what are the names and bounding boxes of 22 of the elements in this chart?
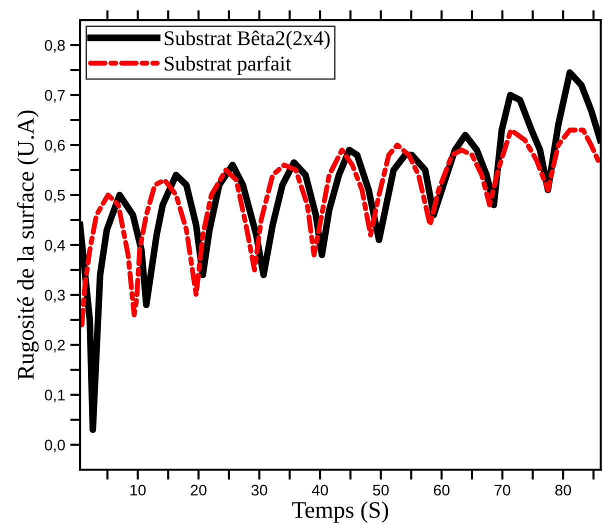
x-tick-label: 50 <box>372 484 389 496</box>
y-tick-label: 0,7 <box>44 90 65 103</box>
y-tick-label: 0,5 <box>44 190 65 202</box>
y-tick-label: 0,1 <box>44 390 65 402</box>
x-tick-label: 80 <box>555 484 572 496</box>
y-tick-label: 0,3 <box>44 290 65 302</box>
x-tick-label: 20 <box>190 484 206 496</box>
y-tick-label: 0,6 <box>44 140 65 152</box>
y-axis-title: Rugosité de la surface (U.A) <box>16 110 39 380</box>
y-tick-label: 0,2 <box>44 340 65 352</box>
y-tick-label: 0,8 <box>44 40 65 53</box>
line-series <box>80 128 601 328</box>
x-tick-label: 60 <box>434 484 450 496</box>
x-tick-label: 10 <box>130 484 146 496</box>
x-axis-title: Temps (S) <box>292 501 388 523</box>
y-tick-label: 0,4 <box>44 240 66 252</box>
legend-label: Substrat parfait <box>164 56 292 75</box>
legend-label: Substrat Bêta2(2x4) <box>164 30 330 50</box>
x-tick-label: 30 <box>251 484 268 496</box>
y-tick-label: 0,0 <box>44 440 65 452</box>
x-tick-label: 40 <box>312 484 328 496</box>
x-tick-label: 70 <box>494 484 510 496</box>
